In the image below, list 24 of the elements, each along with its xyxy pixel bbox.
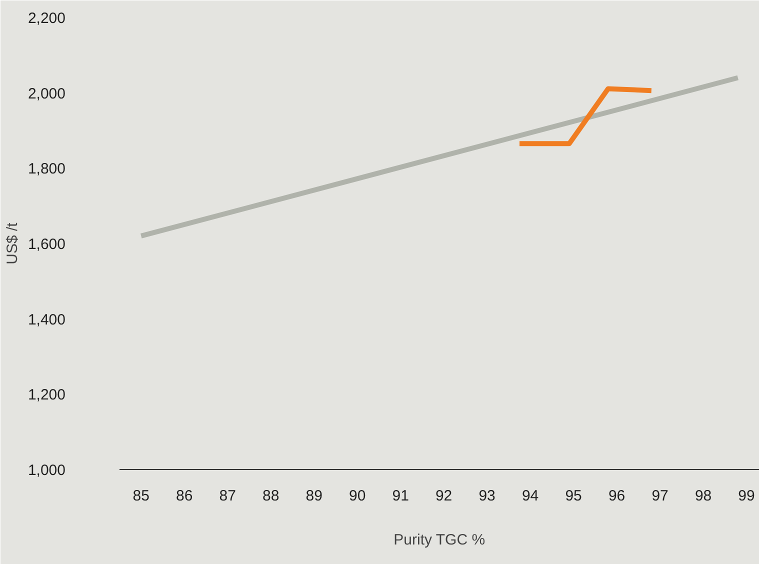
x-tick-label: 95: [565, 488, 582, 504]
y-tick-label: 1,000: [28, 462, 66, 479]
x-tick-label: 86: [176, 488, 193, 504]
y-axis-title: US$ /t: [4, 222, 21, 264]
x-tick-label: 94: [522, 488, 539, 504]
x-tick-label: 90: [348, 488, 366, 504]
x-tick-label: 96: [608, 488, 626, 504]
x-tick-label: 92: [435, 488, 452, 504]
x-tick-label: 98: [694, 488, 712, 504]
y-tick-label: 2,200: [28, 10, 66, 27]
x-axis-title: Purity TGC %: [394, 532, 486, 548]
x-tick-label: 99: [738, 488, 755, 504]
y-tick-label: 1,800: [28, 160, 66, 178]
y-tick-label: 2,000: [28, 85, 66, 102]
y-tick-label: 1,200: [28, 386, 66, 404]
x-tick-label: 87: [219, 488, 236, 504]
x-tick-label: 89: [306, 488, 322, 504]
x-tick-label: 97: [652, 488, 668, 504]
x-tick-label: 93: [478, 488, 496, 504]
y-tick-label: 1,400: [28, 311, 66, 328]
x-tick-label: 91: [392, 488, 409, 504]
x-tick-label: 88: [262, 488, 280, 504]
y-tick-label: 1,600: [28, 236, 66, 253]
x-tick-label: 85: [132, 488, 150, 504]
